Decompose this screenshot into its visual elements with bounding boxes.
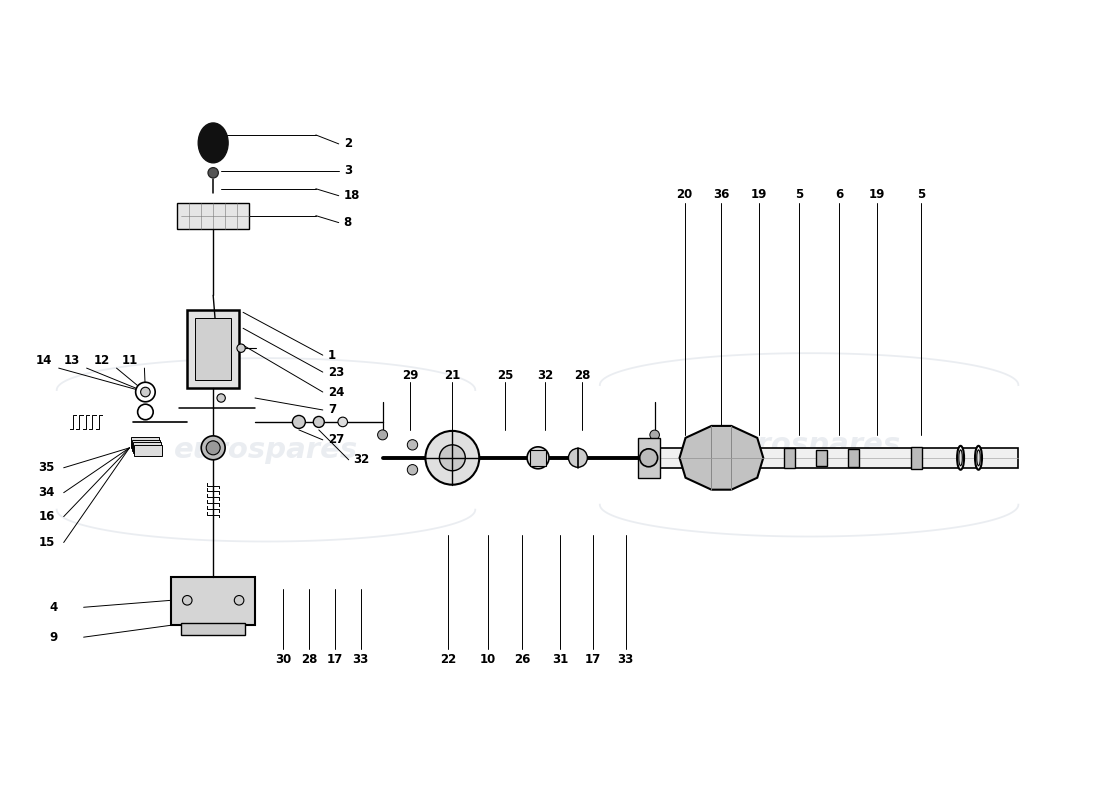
Text: 26: 26 [514, 653, 530, 666]
Bar [132, 440, 161, 450]
Bar [187, 310, 239, 388]
Polygon shape [680, 426, 763, 490]
Text: 21: 21 [444, 369, 461, 382]
Ellipse shape [959, 450, 962, 466]
Bar [648, 448, 1019, 468]
Text: 13: 13 [64, 354, 80, 366]
Text: 4: 4 [50, 601, 58, 614]
Text: 8: 8 [343, 216, 352, 229]
Bar [911, 447, 922, 469]
Circle shape [314, 417, 324, 427]
Text: 35: 35 [39, 462, 55, 474]
Circle shape [141, 387, 151, 397]
Circle shape [640, 449, 658, 466]
Ellipse shape [957, 446, 964, 470]
Circle shape [338, 417, 348, 426]
Bar [195, 318, 231, 380]
Text: 12: 12 [94, 354, 110, 366]
Bar [177, 202, 249, 229]
Text: 19: 19 [751, 188, 768, 202]
Circle shape [426, 431, 480, 485]
Circle shape [201, 436, 225, 460]
Text: 14: 14 [35, 354, 52, 366]
Text: 10: 10 [480, 653, 496, 666]
Ellipse shape [977, 450, 980, 466]
Bar [783, 448, 794, 468]
Text: 17: 17 [585, 653, 601, 666]
Bar [132, 437, 160, 448]
Text: eurospares: eurospares [717, 431, 901, 459]
Bar [172, 578, 255, 626]
Text: 6: 6 [835, 188, 843, 202]
Bar [638, 438, 660, 478]
Text: eurospares: eurospares [174, 436, 359, 464]
Text: 23: 23 [328, 366, 344, 378]
Text: 25: 25 [497, 369, 514, 382]
Text: 24: 24 [328, 386, 344, 398]
Text: 28: 28 [300, 653, 317, 666]
Circle shape [208, 168, 219, 178]
Circle shape [138, 404, 153, 420]
Ellipse shape [198, 123, 228, 163]
Circle shape [407, 440, 418, 450]
Text: 33: 33 [352, 653, 368, 666]
Circle shape [407, 465, 418, 475]
Bar [815, 450, 826, 466]
Circle shape [234, 595, 244, 605]
Text: 18: 18 [343, 190, 360, 202]
Circle shape [135, 382, 155, 402]
Text: 1: 1 [328, 349, 336, 362]
Bar [133, 442, 161, 454]
Text: 31: 31 [552, 653, 568, 666]
Circle shape [377, 430, 387, 440]
Text: 5: 5 [916, 188, 925, 202]
Text: 30: 30 [275, 653, 292, 666]
Text: 3: 3 [343, 164, 352, 178]
Circle shape [527, 447, 549, 469]
Text: 19: 19 [869, 188, 886, 202]
Text: 11: 11 [121, 354, 138, 366]
Text: 2: 2 [343, 138, 352, 150]
Circle shape [650, 430, 659, 440]
Text: 9: 9 [50, 630, 58, 644]
Text: 15: 15 [39, 536, 55, 549]
Text: 33: 33 [617, 653, 634, 666]
Text: 28: 28 [574, 369, 590, 382]
Bar [530, 450, 546, 466]
Text: 32: 32 [354, 454, 370, 466]
Bar [134, 446, 162, 456]
Circle shape [569, 448, 587, 467]
Text: 7: 7 [328, 403, 336, 417]
Ellipse shape [975, 446, 982, 470]
Text: 36: 36 [713, 188, 729, 202]
Circle shape [439, 445, 465, 470]
Text: 32: 32 [537, 369, 553, 382]
Circle shape [217, 394, 226, 402]
Text: 34: 34 [39, 486, 55, 499]
Circle shape [293, 415, 306, 429]
Text: 29: 29 [403, 369, 419, 382]
Text: 20: 20 [676, 188, 693, 202]
Text: 16: 16 [39, 510, 55, 523]
Text: 17: 17 [327, 653, 343, 666]
Text: 22: 22 [440, 653, 456, 666]
Circle shape [206, 441, 220, 455]
Text: 5: 5 [795, 188, 803, 202]
Text: 27: 27 [328, 434, 344, 446]
Bar [848, 449, 859, 466]
Bar [182, 623, 245, 635]
Circle shape [236, 344, 245, 352]
Circle shape [183, 595, 192, 605]
